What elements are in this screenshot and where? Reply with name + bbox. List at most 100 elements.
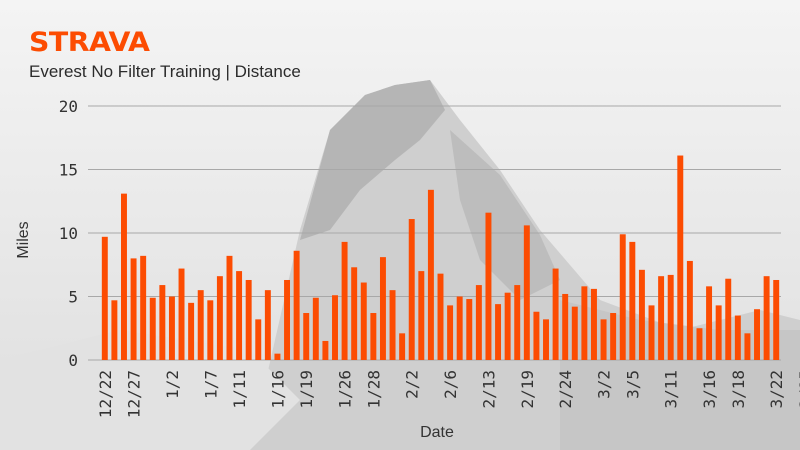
bar — [111, 300, 118, 360]
x-axis-ticks: 12/22 12/27 1/2 1/7 1/11 1/16 1/19 1/26 1/28 2/2 2… — [96, 370, 800, 418]
bar — [552, 268, 559, 360]
bar — [504, 292, 511, 360]
bar — [370, 313, 377, 360]
y-tick-label: 0 — [68, 351, 78, 370]
bar — [734, 315, 741, 360]
x-tick-label: 1/16 — [268, 370, 287, 409]
bar — [581, 286, 588, 360]
bar — [638, 269, 645, 360]
x-axis-label: Date — [420, 424, 454, 441]
bar — [255, 319, 262, 360]
x-tick-label: 3/22 — [767, 370, 786, 409]
bar — [303, 313, 310, 360]
bar — [600, 319, 607, 360]
bar — [667, 274, 674, 360]
bar — [677, 155, 684, 360]
x-tick-label: 1/28 — [364, 370, 383, 409]
bar — [284, 279, 291, 360]
bar — [610, 313, 617, 360]
bar — [360, 282, 367, 360]
bar — [264, 290, 271, 360]
x-tick-label: 3/16 — [700, 370, 719, 409]
bar — [245, 279, 252, 360]
bar — [744, 333, 751, 360]
bar — [590, 288, 597, 360]
bar — [418, 271, 425, 360]
bar — [456, 296, 463, 360]
bar — [149, 297, 156, 360]
bar — [130, 258, 137, 360]
y-axis-ticks: 0 5 10 15 20 — [59, 97, 78, 370]
bar — [571, 306, 578, 360]
bar — [312, 297, 319, 360]
y-tick-label: 20 — [59, 97, 78, 116]
bar — [523, 225, 530, 360]
bar — [293, 250, 300, 360]
bar — [648, 305, 655, 360]
x-tick-label: 1/19 — [297, 370, 316, 409]
x-tick-label: 1/26 — [336, 370, 355, 409]
bar — [101, 236, 108, 360]
y-tick-label: 5 — [68, 288, 78, 307]
bar — [399, 333, 406, 360]
x-tick-label: 3/5 — [623, 370, 642, 399]
strava-logo: STRAVA — [29, 27, 150, 58]
bar — [322, 340, 329, 360]
bar — [408, 219, 415, 360]
x-tick-label: 3/18 — [729, 370, 748, 409]
bar — [226, 255, 233, 360]
x-tick-label: 3/25 — [796, 370, 800, 409]
bar — [159, 285, 166, 360]
bar — [379, 257, 386, 360]
bar — [437, 273, 444, 360]
bar — [216, 276, 223, 360]
bar — [696, 328, 703, 360]
x-tick-label: 12/22 — [96, 370, 115, 418]
bar — [485, 212, 492, 360]
x-tick-label: 2/6 — [441, 370, 460, 399]
bar — [495, 304, 502, 360]
bar — [533, 311, 540, 360]
y-tick-label: 15 — [59, 161, 78, 180]
x-tick-label: 2/19 — [518, 370, 537, 409]
bar — [178, 268, 185, 360]
bar — [773, 279, 780, 360]
bar — [475, 285, 482, 360]
x-tick-label: 1/7 — [201, 370, 220, 399]
bars — [101, 155, 780, 360]
x-tick-label: 3/11 — [662, 370, 681, 409]
bar — [466, 299, 473, 360]
bar — [754, 309, 760, 360]
bar — [763, 276, 770, 360]
bar — [332, 295, 338, 360]
bar — [514, 285, 521, 360]
bar — [447, 305, 454, 360]
y-tick-label: 10 — [59, 224, 78, 243]
bar — [686, 260, 693, 360]
bar — [427, 189, 434, 360]
bar — [389, 290, 396, 360]
bar — [725, 278, 732, 360]
bar — [188, 302, 195, 360]
x-tick-label: 12/27 — [125, 370, 144, 418]
bar — [706, 286, 713, 360]
x-tick-label: 1/11 — [230, 370, 249, 409]
x-tick-label: 2/13 — [479, 370, 498, 409]
bar — [658, 276, 665, 360]
bar — [629, 241, 636, 360]
x-tick-label: 2/2 — [403, 370, 422, 399]
bar — [121, 193, 127, 360]
chart-title: Everest No Filter Training | Distance — [29, 62, 301, 81]
bar — [543, 319, 549, 360]
bar — [197, 290, 204, 360]
bar — [562, 293, 569, 360]
x-tick-label: 1/2 — [163, 370, 182, 399]
x-tick-label: 2/24 — [556, 370, 575, 409]
bar — [140, 255, 147, 360]
bar — [351, 267, 358, 360]
bar — [341, 241, 348, 360]
bar — [274, 353, 281, 360]
bar — [168, 296, 175, 360]
bar — [715, 305, 722, 360]
